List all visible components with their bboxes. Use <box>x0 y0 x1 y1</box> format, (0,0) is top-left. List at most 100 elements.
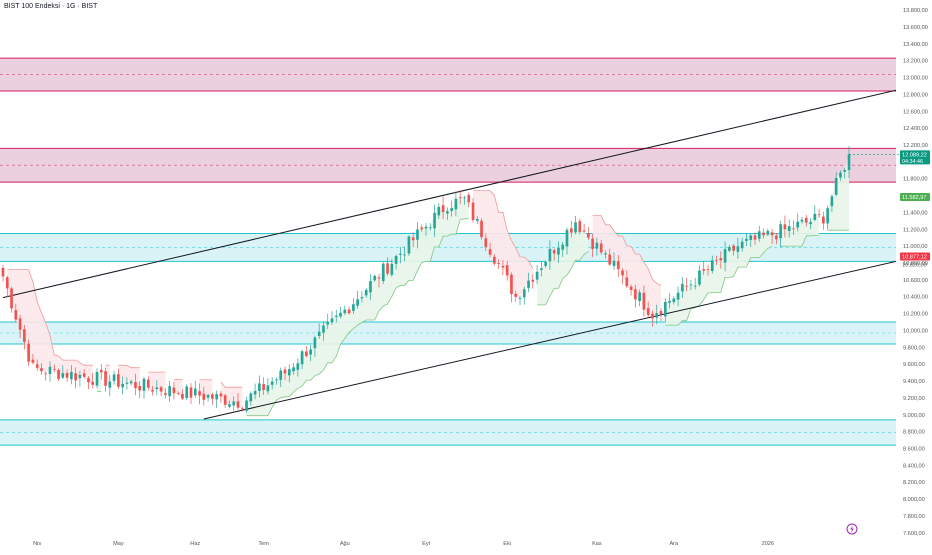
candle-body <box>223 395 227 405</box>
candle <box>834 172 838 197</box>
candle <box>757 225 761 242</box>
zone-support-3 <box>0 322 896 344</box>
candle <box>702 260 706 276</box>
candle <box>215 390 218 408</box>
candle-body <box>732 245 735 251</box>
candle-body <box>193 388 197 396</box>
candle-body <box>433 212 436 229</box>
candle <box>35 359 39 371</box>
candle <box>467 192 471 208</box>
candle-body <box>595 242 599 249</box>
candle <box>258 375 261 398</box>
cloud-area-19 <box>592 215 661 319</box>
candle <box>394 254 398 270</box>
price-tick-label: 9.200,00 <box>903 396 925 402</box>
candle-body <box>582 230 586 232</box>
upper-level-label-text: 11.582,97 <box>902 195 926 201</box>
candle-body <box>215 393 218 400</box>
candle-body <box>14 309 18 320</box>
candle <box>202 386 206 406</box>
candle <box>185 384 189 401</box>
candle <box>364 287 368 298</box>
price-tick-label: 11.200,00 <box>903 227 927 233</box>
candle <box>99 363 103 380</box>
price-axis[interactable]: 13.800,00 13.600,00 13.400,00 13.200,00 13.0… <box>903 8 928 537</box>
candle <box>621 268 624 285</box>
candle <box>57 368 60 382</box>
candle <box>283 366 287 381</box>
candle-body <box>228 404 231 407</box>
candle <box>745 233 748 246</box>
tradingview-logo-icon[interactable] <box>846 522 858 535</box>
candle <box>582 224 586 233</box>
last-price-label-bg <box>900 150 930 165</box>
candle-body <box>112 374 116 381</box>
candle-body <box>710 260 714 272</box>
candle-body <box>501 265 505 268</box>
candle <box>416 222 419 249</box>
candle <box>531 274 535 289</box>
candle-body <box>394 255 398 264</box>
candle <box>698 265 701 287</box>
candle <box>262 377 265 395</box>
candle <box>296 358 300 377</box>
candle-body <box>44 373 48 375</box>
candle-body <box>770 232 774 236</box>
candle <box>723 241 727 272</box>
candle-body <box>757 231 761 239</box>
candle <box>369 274 372 301</box>
candle <box>493 254 496 266</box>
candle <box>569 220 573 238</box>
candle-body <box>634 289 637 300</box>
candle-body <box>698 270 701 285</box>
price-tick-label: 10.200,00 <box>903 312 928 318</box>
candle-body <box>569 228 573 233</box>
time-axis[interactable]: Nis May Haz Tem Ağu Eyl Eki Kas Ara 2026 <box>33 541 774 547</box>
candle-body <box>604 253 607 255</box>
candle <box>164 388 167 399</box>
candle <box>87 375 90 389</box>
candle <box>557 241 560 263</box>
candle <box>27 339 30 367</box>
price-tick-label: 12.600,00 <box>903 109 928 115</box>
price-tick-label: 8.800,00 <box>903 430 925 436</box>
candle-body <box>309 349 312 355</box>
candle-body <box>685 285 688 287</box>
candle <box>775 232 778 245</box>
candle-body <box>347 309 351 314</box>
candle <box>535 265 539 284</box>
candle-body <box>441 205 445 213</box>
candle <box>70 365 73 385</box>
candle <box>360 290 364 303</box>
candle <box>638 289 641 307</box>
candle-body <box>809 221 812 225</box>
cloud-line-5 <box>118 364 140 369</box>
candle <box>317 323 321 339</box>
candle-body <box>753 235 757 240</box>
candle-body <box>262 384 265 391</box>
time-tick-label: May <box>113 541 124 547</box>
candle-body <box>475 219 479 221</box>
candle <box>300 349 304 370</box>
candle <box>813 205 817 222</box>
candle-body <box>185 386 189 399</box>
candle-body <box>198 391 201 396</box>
candle <box>433 204 436 237</box>
candle <box>646 301 650 318</box>
candle <box>471 198 475 223</box>
candle-body <box>787 226 791 232</box>
candle-body <box>70 371 73 380</box>
price-tick-label: 10.800,00 <box>903 261 928 267</box>
candle-body <box>407 236 411 254</box>
candle-body <box>390 263 394 275</box>
candle-body <box>48 366 52 374</box>
price-tick-label: 7.800,00 <box>903 514 925 520</box>
candle <box>339 306 342 319</box>
candle-body <box>240 408 244 410</box>
candle-body <box>91 381 95 385</box>
candle-body <box>360 297 364 299</box>
candle <box>839 170 842 181</box>
candle-body <box>616 261 620 270</box>
candle-body <box>574 222 577 233</box>
